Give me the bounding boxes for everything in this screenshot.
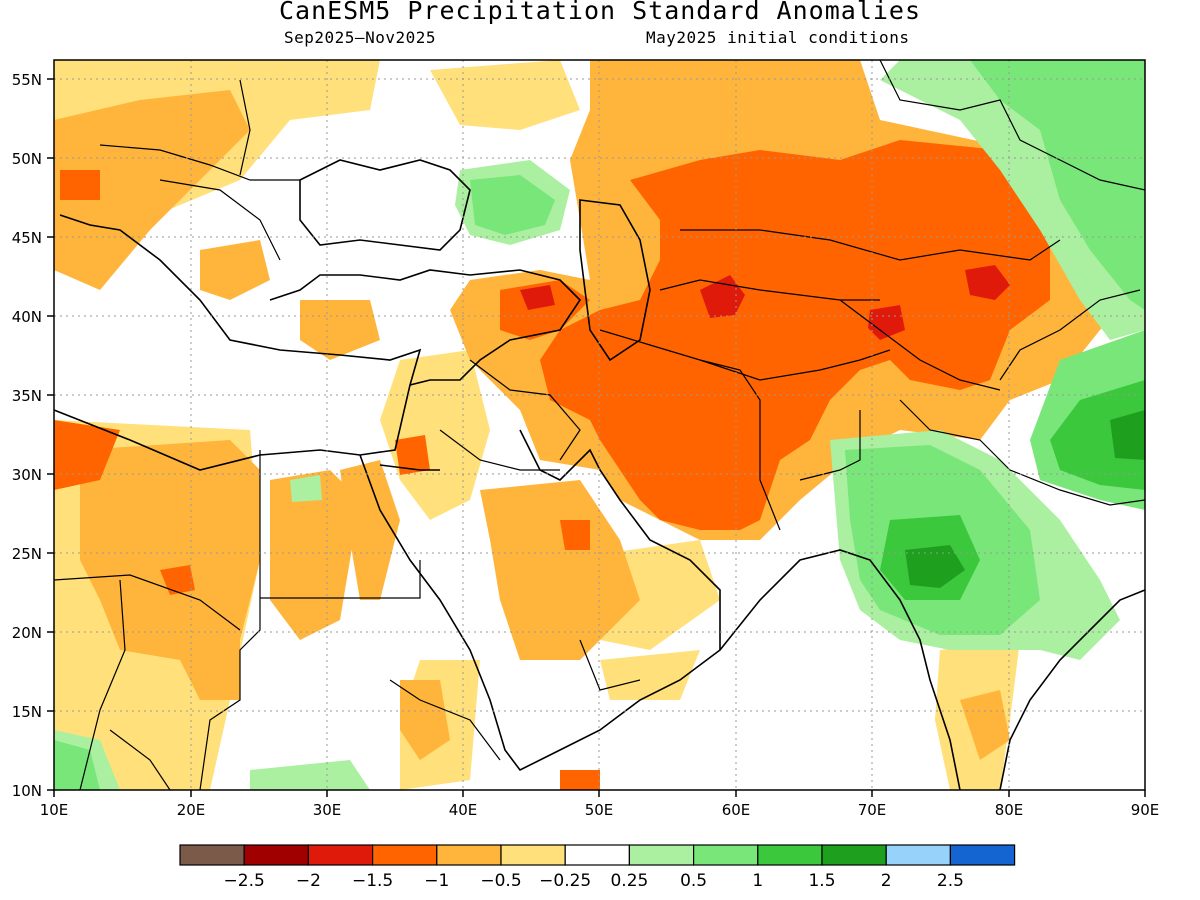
lat-label: 20N [12, 624, 42, 642]
lat-label: 45N [12, 229, 42, 247]
lat-label: 55N [12, 71, 42, 89]
legend-swatch [307, 844, 374, 866]
legend-swatch [692, 844, 759, 866]
lon-label: 20E [177, 801, 206, 819]
legend-swatch [885, 844, 952, 866]
coastlines [54, 159, 1145, 790]
color-legend: −2.5 −2 −1.5 −1 −0.5 −0.25 0.25 0.5 1 1.5 2 2.5 [179, 844, 1016, 891]
lat-label: 25N [12, 545, 42, 563]
legend-label: 1.5 [808, 871, 835, 891]
anomaly-very-wet [905, 410, 1145, 588]
map-title: CanESM5 Precipitation Standard Anomalies [278, 0, 922, 25]
anomaly-fields [54, 60, 1145, 790]
grid-lines [54, 60, 1145, 790]
lon-label: 80E [995, 801, 1024, 819]
lon-label: 60E [722, 801, 751, 819]
legend-label: −0.25 [539, 871, 591, 891]
legend-label: −2.5 [224, 871, 265, 891]
legend-label: 0.5 [680, 871, 707, 891]
lon-label: 90E [1131, 801, 1160, 819]
borders [54, 60, 1145, 790]
latitude-labels: 10N 15N 20N 25N 30N 35N 40N 45N 50N 55N [12, 71, 42, 800]
legend-swatch [757, 844, 823, 866]
legend-label: 1 [752, 871, 763, 891]
legend-swatch [243, 844, 309, 866]
legend-swatch [564, 844, 631, 866]
lon-label: 40E [449, 801, 478, 819]
lat-label: 35N [12, 387, 42, 405]
tick-marks [47, 78, 1146, 797]
lon-label: 10E [40, 801, 69, 819]
lon-label: 30E [313, 801, 342, 819]
legend-swatch [949, 844, 1016, 866]
anomaly-very-dry [520, 265, 1010, 340]
legend-swatch [436, 844, 502, 866]
legend-label: 2 [881, 871, 892, 891]
lat-label: 40N [12, 308, 42, 326]
forecast-period: Sep2025–Nov2025 [284, 28, 436, 47]
legend-label: −0.5 [480, 871, 521, 891]
longitude-labels: 10E 20E 30E 40E 50E 60E 70E 80E 90E [40, 801, 1160, 819]
lon-label: 70E [858, 801, 887, 819]
lat-label: 50N [12, 150, 42, 168]
initial-conditions: May2025 initial conditions [646, 28, 910, 47]
legend-label: −1.5 [352, 871, 393, 891]
legend-label: −2 [296, 871, 321, 891]
legend-label: 2.5 [937, 871, 964, 891]
lat-label: 15N [12, 703, 42, 721]
lon-label: 50E [585, 801, 614, 819]
lat-label: 10N [12, 782, 42, 800]
legend-label: −1 [424, 871, 449, 891]
legend-swatch [821, 844, 887, 866]
legend-label: 0.25 [610, 871, 648, 891]
legend-swatch [372, 844, 438, 866]
legend-swatch [179, 844, 245, 866]
lat-label: 30N [12, 466, 42, 484]
legend-swatch [500, 844, 566, 866]
legend-swatch [628, 844, 695, 866]
